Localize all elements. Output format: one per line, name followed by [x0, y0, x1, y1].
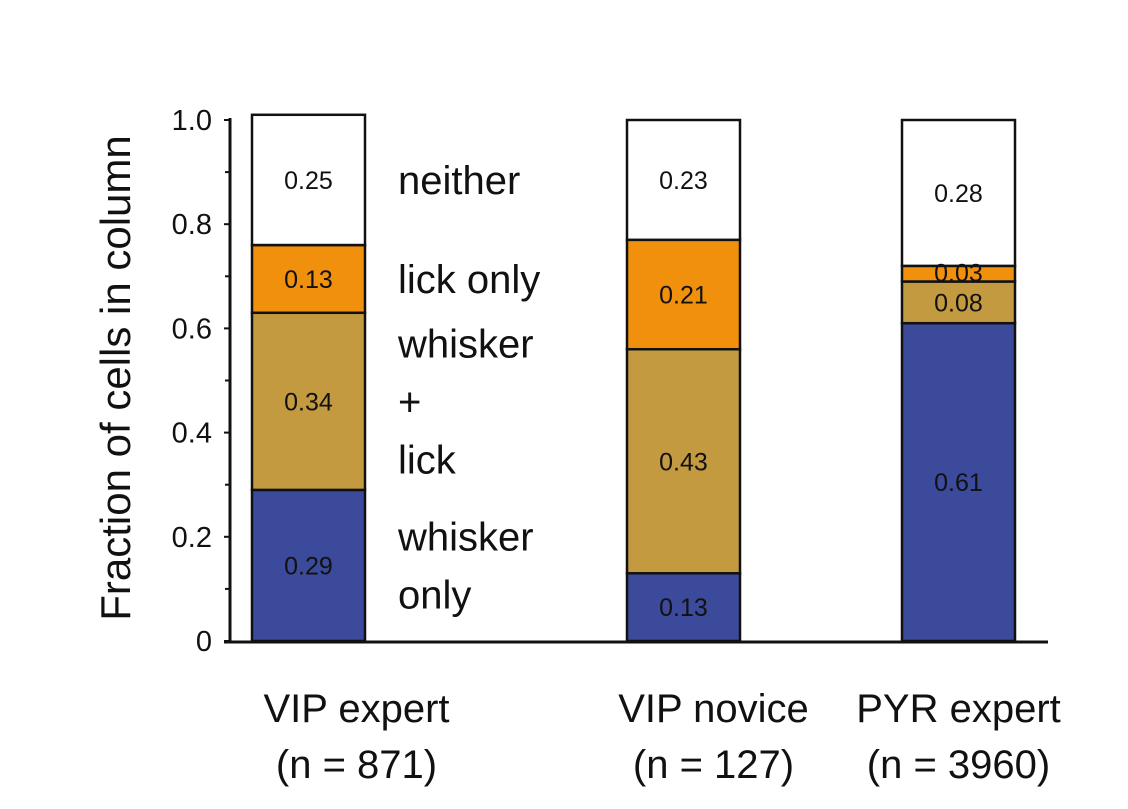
legend-label-whisker-lick: lick [398, 438, 457, 482]
bar-value-label: 0.29 [284, 552, 333, 580]
bar-value-label: 0.21 [659, 282, 708, 310]
bar-value-label: 0.61 [934, 469, 983, 497]
legend-label-whisker-only: only [398, 573, 471, 617]
bar-stack: 0.29 0.34 0.13 0.25 [250, 113, 367, 643]
bar-value-label: 0.03 [934, 259, 983, 287]
bar-value-label: 0.34 [284, 388, 333, 416]
y-tick-label: 0 [196, 626, 212, 658]
y-tick-label: 1.0 [172, 105, 212, 137]
bar-value-label: 0.23 [659, 167, 708, 195]
legend-label-neither: neither [398, 159, 520, 203]
bar-segment-lick-only [250, 243, 367, 315]
legend-label-whisker-only: whisker [397, 515, 534, 559]
category-count-label: (n = 871) [276, 743, 437, 787]
bar-value-label: 0.13 [659, 594, 708, 622]
y-tick-label: 0.6 [172, 313, 212, 345]
legend-label-whisker-lick: + [398, 380, 421, 424]
bar-stack: 0.61 0.080.03 0.28 [900, 118, 1017, 643]
category-count-label: (n = 127) [633, 743, 794, 787]
y-tick-label: 0.8 [172, 209, 212, 241]
category-label: VIP novice [618, 687, 809, 731]
category-count-label: (n = 3960) [867, 743, 1050, 787]
bar-value-label: 0.28 [934, 180, 983, 208]
category-label: VIP expert [263, 687, 449, 731]
bars: 0.29 0.34 0.13 0.25 0.13 0.43 0.21 0.23 0.61 0.08… [250, 113, 1017, 643]
y-tick-label: 0.2 [172, 522, 212, 554]
legend: neither lick only whisker + lick whisker only [397, 159, 540, 618]
bar-segment-neither [625, 118, 742, 242]
legend-label-whisker-lick: whisker [397, 322, 534, 366]
bar-segment-whisker-lick [625, 347, 742, 575]
y-axis-title: Fraction of cells in column [92, 135, 139, 621]
x-axis-categories: VIP expert (n = 871) VIP novice (n = 127) PY… [263, 687, 1060, 787]
legend-label-lick-only: lick only [398, 258, 540, 302]
bar-value-label: 0.08 [934, 289, 983, 317]
bar-value-label: 0.13 [284, 266, 333, 294]
bar-segment-whisker-only [625, 572, 742, 643]
bar-segment-lick-only [625, 238, 742, 351]
bar-stack: 0.13 0.43 0.21 0.23 [625, 118, 742, 643]
y-tick-label: 0.4 [172, 418, 212, 450]
category-label: PYR expert [856, 687, 1061, 731]
bar-segment-neither [900, 118, 1017, 268]
bar-value-label: 0.25 [284, 167, 333, 195]
bar-segment-neither [250, 113, 367, 247]
bar-value-label: 0.43 [659, 448, 708, 476]
